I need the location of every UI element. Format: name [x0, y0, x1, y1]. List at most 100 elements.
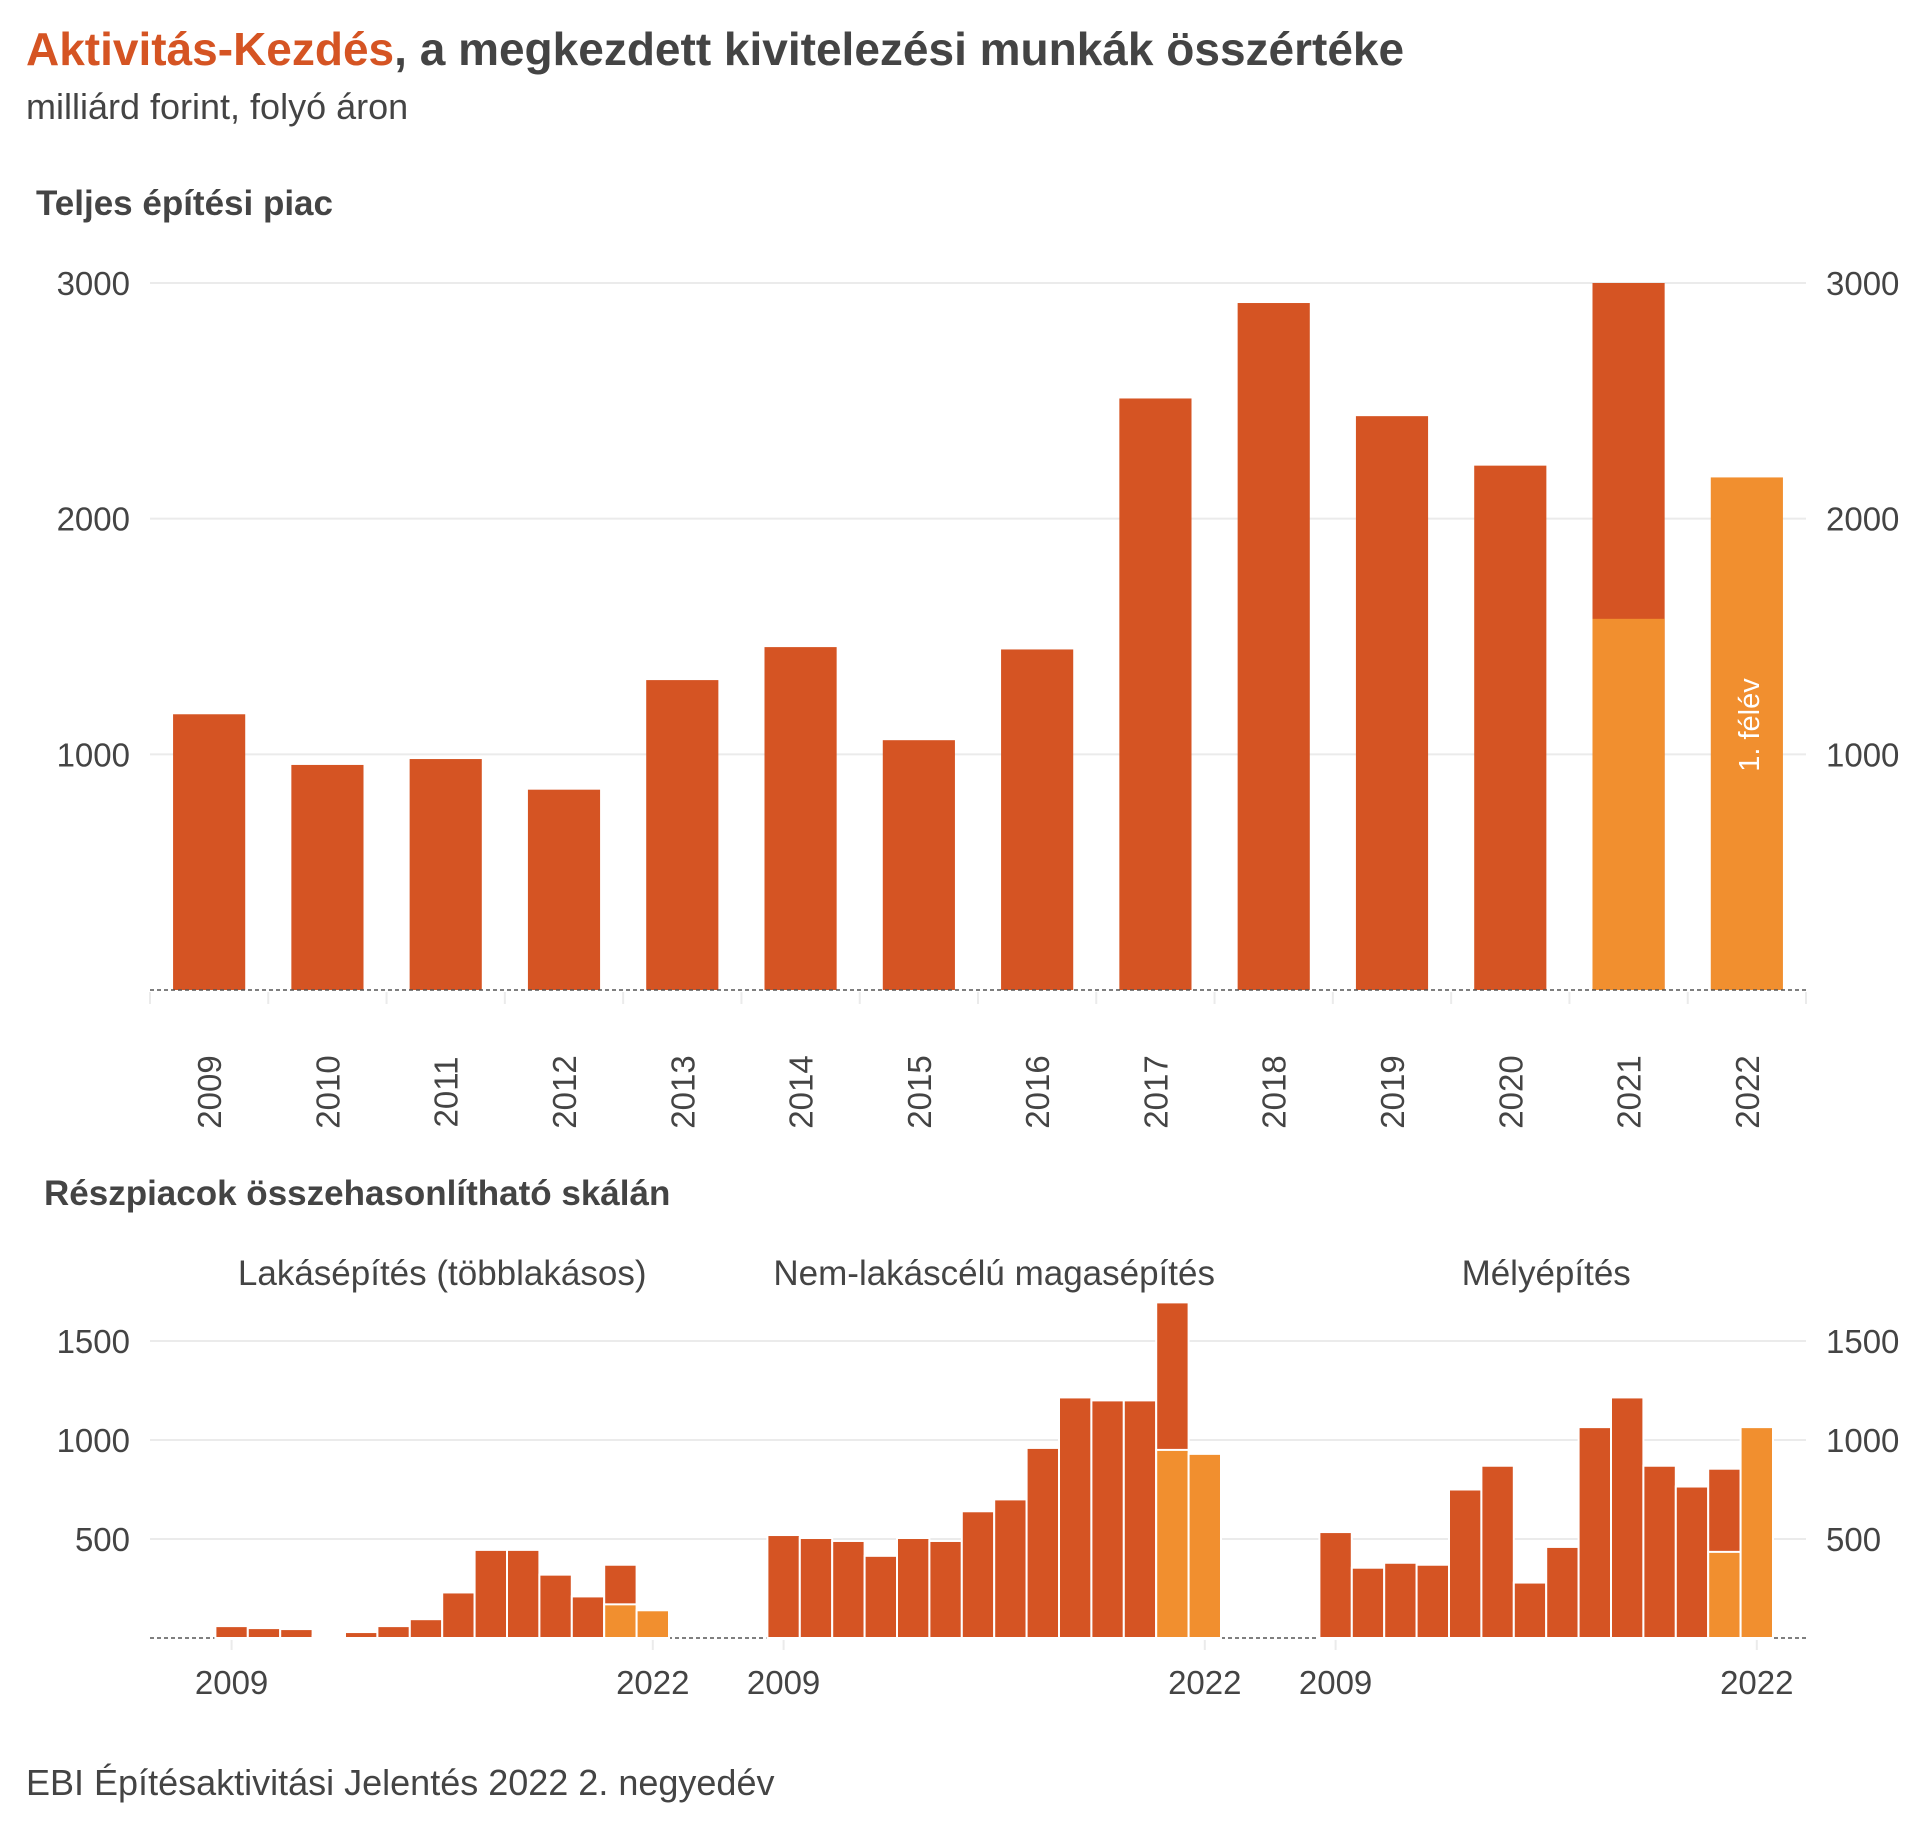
source-note: EBI Építésaktivitási Jelentés 2022 2. ne…	[26, 1762, 775, 1803]
panel-bar-full-year	[1058, 1396, 1093, 1640]
top-x-tick-label: 2022	[1729, 1055, 1766, 1128]
top-x-tick-label: 2014	[783, 1055, 820, 1128]
panel-bar-full-year	[214, 1625, 249, 1639]
panel-bar-full-year	[1383, 1561, 1418, 1640]
panel-bar-full-year	[960, 1510, 996, 1640]
panel-bar-full-year	[1577, 1426, 1612, 1639]
bottom-y-tick-label-left: 500	[75, 1521, 130, 1558]
panel-title: Mélyépítés	[1462, 1254, 1631, 1293]
panel-bar-full-year	[863, 1554, 898, 1639]
panel-bar-first-half	[635, 1609, 670, 1640]
top-x-tick-label: 2013	[664, 1055, 701, 1128]
panel-bar-first-half	[1707, 1550, 1742, 1639]
panel-bar-full-year	[1480, 1464, 1515, 1639]
top-bar-full-year	[1119, 398, 1192, 990]
top-chart-title: Teljes építési piac	[36, 184, 333, 223]
bottom-y-tick-label-right: 500	[1826, 1521, 1881, 1558]
panel-title: Nem-lakáscélú magasépítés	[773, 1254, 1215, 1293]
top-annotation-label: 1. félév	[1734, 678, 1766, 772]
top-x-tick-label: 2015	[901, 1055, 938, 1128]
panel-x-tick-label: 2022	[1720, 1664, 1793, 1701]
panel-x-tick-label: 2022	[1168, 1664, 1241, 1701]
panel-bar-full-year	[1674, 1485, 1710, 1640]
top-x-tick-label: 2017	[1137, 1055, 1174, 1128]
chart-title: Aktivitás-Kezdés, a megkezdett kivitelez…	[26, 22, 1404, 76]
top-x-tick-label: 2019	[1374, 1055, 1411, 1128]
top-x-tick-label: 2010	[309, 1055, 346, 1128]
panel-bar-full-year	[441, 1591, 476, 1639]
panel-bar-full-year	[506, 1548, 541, 1640]
top-bar-full-year	[173, 714, 246, 990]
panel-bar-full-year	[1350, 1566, 1386, 1639]
bottom-chart-title: Részpiacok összehasonlítható skálán	[44, 1174, 671, 1213]
bottom-y-tick-label-right: 1000	[1826, 1422, 1899, 1459]
panel-bar-full-year	[1415, 1563, 1450, 1639]
panel-x-tick-label: 2009	[1299, 1664, 1372, 1701]
panel-bar-full-year	[1025, 1446, 1060, 1640]
top-bar-full-year	[882, 740, 955, 990]
panel-bar-first-half	[1155, 1448, 1190, 1640]
top-y-tick-label-right: 1000	[1826, 736, 1899, 773]
top-y-tick-label-right: 3000	[1826, 265, 1899, 302]
panel-x-tick-label: 2009	[195, 1664, 268, 1701]
panel-bar-full-year	[1642, 1464, 1677, 1639]
panel-bar-first-half	[1739, 1426, 1774, 1639]
top-x-tick-label: 2012	[546, 1055, 583, 1128]
panel-x-tick-label: 2022	[616, 1664, 689, 1701]
top-x-tick-label: 2020	[1492, 1055, 1529, 1128]
panel-bar-full-year	[1610, 1396, 1645, 1640]
bottom-y-tick-label-left: 1500	[57, 1323, 130, 1360]
top-y-tick-label-left: 3000	[57, 265, 130, 302]
panel-bar-full-year	[246, 1627, 282, 1639]
panel-bar-full-year	[376, 1625, 411, 1639]
top-bar-full-year	[409, 759, 482, 990]
panel-x-tick-label: 2009	[747, 1664, 820, 1701]
top-bar-full-year	[1474, 465, 1547, 990]
top-bar-full-year	[1001, 649, 1074, 990]
chart-subtitle: milliárd forint, folyó áron	[26, 86, 409, 127]
top-y-tick-label-left: 1000	[57, 736, 130, 773]
top-x-tick-label: 2011	[428, 1057, 465, 1128]
top-bar-full-year	[527, 789, 601, 990]
chart-title-accent: Aktivitás-Kezdés	[26, 23, 395, 75]
panel-bar-first-half	[603, 1603, 638, 1639]
panel-bar-full-year	[1512, 1581, 1548, 1640]
top-bar-first-half	[1592, 618, 1665, 990]
panel-bar-full-year	[1122, 1399, 1158, 1640]
panel-bar-full-year	[1318, 1531, 1353, 1639]
panel-bar-full-year	[279, 1628, 314, 1639]
panel-bar-full-year	[570, 1595, 606, 1640]
panel-bar-full-year	[1448, 1488, 1483, 1639]
panel-bar-full-year	[538, 1573, 573, 1640]
panel-bar-full-year	[1090, 1399, 1125, 1640]
top-bar-full-year	[291, 764, 364, 990]
panel-bar-full-year	[344, 1631, 379, 1640]
bottom-y-tick-label-left: 1000	[57, 1422, 130, 1459]
top-bar-full-year	[1237, 303, 1310, 990]
panel-bar-full-year	[311, 1635, 347, 1640]
top-y-tick-label-left: 2000	[57, 501, 130, 538]
panel-bar-full-year	[831, 1539, 866, 1639]
panel-title: Lakásépítés (többlakásos)	[238, 1254, 647, 1293]
chart-title-rest: , a megkezdett kivitelezési munkák összé…	[394, 23, 1405, 75]
panel-bar-full-year	[896, 1537, 931, 1640]
panel-bar-full-year	[798, 1537, 834, 1640]
bottom-y-tick-label-right: 1500	[1826, 1323, 1899, 1360]
top-bar-full-year	[646, 680, 719, 990]
panel-bar-full-year	[766, 1534, 801, 1640]
top-bar-full-year	[764, 647, 837, 990]
panel-bar-full-year	[1545, 1545, 1580, 1640]
panel-bar-full-year	[928, 1539, 963, 1639]
top-x-tick-label: 2016	[1019, 1055, 1056, 1128]
top-x-tick-label: 2009	[191, 1055, 228, 1128]
panel-bar-full-year	[993, 1498, 1028, 1640]
top-bar-full-year	[1355, 416, 1429, 990]
top-bar-first-half	[1710, 477, 1783, 990]
panel-bar-full-year	[473, 1548, 509, 1640]
panel-bar-full-year	[408, 1618, 444, 1639]
top-x-tick-label: 2018	[1256, 1055, 1293, 1128]
top-y-tick-label-right: 2000	[1826, 501, 1899, 538]
top-x-tick-label: 2021	[1611, 1055, 1648, 1128]
panel-bar-first-half	[1187, 1452, 1222, 1639]
